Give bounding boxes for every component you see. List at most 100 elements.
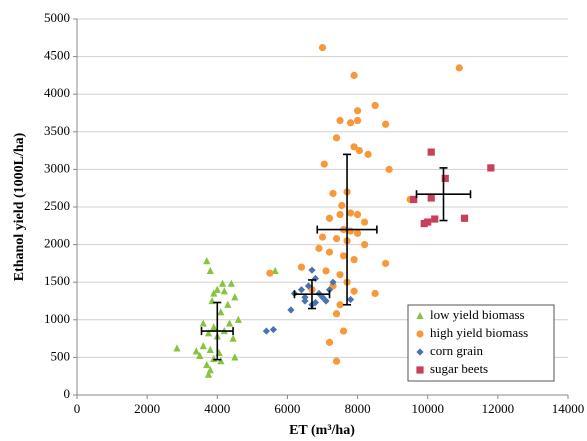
data-point	[336, 116, 344, 125]
legend-label: high yield biomass	[430, 325, 528, 340]
data-point	[329, 189, 337, 198]
data-point	[203, 257, 211, 265]
data-point	[318, 43, 327, 52]
legend-label: low yield biomass	[430, 307, 525, 322]
data-point	[210, 289, 218, 297]
data-point	[269, 325, 277, 334]
data-point	[353, 107, 362, 115]
data-point	[350, 71, 358, 79]
y-tick-label: 500	[51, 348, 71, 363]
data-point	[350, 143, 358, 151]
data-point	[320, 160, 328, 168]
data-point	[329, 282, 337, 290]
data-point	[231, 293, 239, 301]
data-point	[336, 301, 344, 309]
data-point	[325, 214, 334, 222]
data-point	[431, 215, 439, 223]
data-point	[315, 244, 323, 252]
data-point	[332, 134, 341, 142]
legend-label: sugar beets	[430, 361, 488, 376]
data-point	[350, 287, 358, 295]
y-axis-label: Ethanol yield (1000L/ha)	[12, 132, 27, 281]
x-tick-label: 0	[74, 401, 81, 416]
data-point	[311, 274, 320, 283]
data-point	[308, 266, 316, 274]
data-point	[346, 227, 355, 235]
data-point	[346, 119, 355, 127]
data-point	[217, 357, 225, 365]
data-point	[427, 194, 435, 202]
data-point	[206, 345, 214, 353]
data-point	[210, 323, 218, 331]
legend-label: corn grain	[430, 343, 484, 358]
data-point	[346, 295, 355, 304]
x-tick-label: 14000	[552, 401, 585, 416]
data-point	[329, 278, 337, 286]
y-tick-label: 3500	[44, 123, 70, 138]
data-point	[353, 229, 362, 237]
data-point	[371, 101, 379, 110]
data-point	[217, 308, 225, 316]
data-point	[364, 150, 372, 158]
data-point	[350, 256, 358, 264]
legend-marker	[416, 330, 424, 338]
data-point	[332, 234, 341, 243]
data-point	[318, 293, 327, 301]
data-point	[371, 289, 379, 298]
y-tick-label: 1000	[44, 311, 70, 326]
data-point	[224, 300, 232, 308]
data-point	[336, 271, 344, 279]
data-point	[220, 287, 228, 295]
x-tick-label: 6000	[274, 401, 300, 416]
y-tick-label: 2000	[44, 236, 70, 251]
legend-marker	[416, 348, 424, 356]
data-point	[287, 306, 295, 314]
y-tick-label: 3000	[44, 160, 70, 175]
legend-marker	[416, 311, 424, 320]
data-point	[441, 174, 449, 183]
data-point	[301, 293, 309, 301]
data-point	[322, 297, 330, 305]
y-tick-label: 5000	[44, 10, 70, 25]
y-tick-label: 0	[64, 386, 71, 401]
data-point	[353, 116, 362, 125]
data-point	[199, 319, 207, 327]
data-point	[229, 334, 237, 342]
legend-box	[407, 304, 555, 382]
x-tick-label: 8000	[345, 401, 371, 416]
data-point	[382, 120, 390, 128]
data-point	[382, 259, 390, 267]
x-tick-label: 4000	[204, 401, 230, 416]
data-point	[234, 315, 242, 323]
data-point	[332, 357, 341, 365]
y-tick-label: 2500	[44, 198, 70, 213]
data-point	[266, 269, 274, 277]
data-point	[199, 342, 207, 350]
data-point	[336, 210, 344, 219]
data-point	[204, 329, 213, 337]
x-tick-label: 10000	[411, 401, 444, 416]
data-point	[301, 297, 309, 305]
x-tick-label: 2000	[134, 401, 160, 416]
data-point	[213, 285, 221, 293]
data-point	[318, 233, 327, 241]
data-point	[304, 282, 313, 290]
data-point	[427, 148, 435, 156]
y-tick-label: 4000	[44, 85, 70, 100]
data-point	[173, 344, 181, 352]
data-point	[227, 279, 235, 287]
legend-marker	[416, 366, 424, 374]
data-point	[338, 201, 346, 210]
data-point	[325, 248, 334, 256]
x-tick-label: 12000	[482, 401, 515, 416]
data-point	[196, 351, 204, 359]
data-point	[204, 370, 213, 378]
data-point	[225, 319, 234, 327]
x-axis-label: ET (m³/ha)	[289, 423, 355, 438]
data-point	[325, 338, 334, 346]
data-point	[360, 241, 369, 249]
y-tick-label: 4500	[44, 48, 70, 63]
data-point	[385, 165, 393, 173]
data-point	[460, 214, 469, 222]
